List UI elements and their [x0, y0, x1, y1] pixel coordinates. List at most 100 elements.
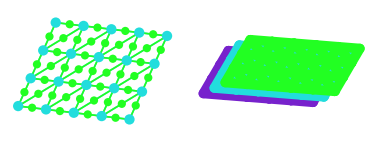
Point [329, 81, 335, 84]
Point [220, 73, 226, 75]
Point [288, 87, 294, 89]
Point [228, 58, 234, 61]
Point [261, 67, 267, 70]
Point [88, 40, 94, 43]
Point [269, 40, 275, 43]
Point [255, 90, 261, 93]
Point [77, 98, 83, 100]
Point [313, 44, 319, 46]
Point [113, 117, 119, 119]
Point [272, 62, 278, 64]
Point [29, 107, 35, 109]
Point [28, 77, 34, 79]
Point [261, 55, 267, 57]
Point [291, 42, 297, 44]
Point [124, 59, 130, 62]
Point [250, 60, 256, 62]
Point [302, 49, 308, 52]
Point [338, 67, 344, 69]
Point [138, 61, 144, 63]
Point [231, 67, 237, 69]
Point [305, 58, 311, 60]
Point [277, 92, 283, 94]
Point [152, 63, 158, 65]
Point [91, 99, 97, 102]
Point [70, 82, 76, 84]
Point [258, 46, 264, 48]
Point [42, 79, 48, 81]
Point [102, 42, 108, 44]
Point [280, 48, 286, 50]
Point [150, 33, 156, 35]
Point [296, 85, 302, 87]
Point [85, 113, 91, 116]
Point [253, 82, 259, 84]
Point [60, 37, 67, 39]
Point [253, 69, 259, 71]
Point [291, 55, 297, 57]
Point [158, 49, 164, 51]
Point [274, 71, 280, 73]
Point [56, 80, 62, 83]
Point [283, 56, 289, 59]
Point [225, 50, 231, 52]
Point [82, 54, 88, 57]
Point [222, 81, 228, 84]
Point [310, 101, 316, 103]
Point [48, 65, 54, 67]
Point [340, 76, 346, 78]
Point [40, 49, 46, 52]
Point [131, 75, 137, 77]
Point [335, 46, 341, 48]
Point [321, 96, 327, 98]
Point [144, 47, 150, 49]
Point [97, 85, 103, 88]
Point [136, 32, 142, 34]
Point [35, 93, 41, 95]
Point [71, 112, 77, 114]
Point [222, 94, 228, 96]
Point [263, 76, 270, 78]
Point [349, 62, 355, 64]
Point [110, 58, 116, 60]
Point [118, 73, 124, 76]
Point [335, 58, 341, 61]
Point [288, 99, 294, 102]
Point [145, 77, 151, 79]
Point [139, 90, 145, 93]
Point [296, 72, 302, 75]
Point [236, 44, 242, 46]
Point [67, 23, 73, 25]
Point [217, 64, 223, 66]
Point [244, 83, 250, 85]
Point [209, 78, 215, 80]
Point [22, 91, 28, 93]
Point [299, 94, 305, 96]
Point [116, 44, 122, 46]
Point [63, 96, 69, 98]
Point [313, 57, 319, 59]
Point [81, 25, 87, 27]
Point [76, 68, 82, 70]
Point [125, 89, 131, 91]
Point [164, 35, 170, 37]
Point [127, 118, 133, 121]
Point [200, 92, 206, 95]
Point [49, 94, 55, 97]
Point [34, 63, 40, 65]
Point [111, 87, 117, 89]
Point [62, 66, 68, 69]
Point [83, 84, 89, 86]
Point [239, 53, 245, 55]
Point [316, 65, 322, 68]
Point [68, 53, 74, 55]
Point [244, 96, 250, 98]
Point [211, 87, 217, 89]
Point [327, 73, 333, 75]
Point [242, 74, 248, 77]
Point [307, 80, 313, 82]
Point [266, 85, 272, 87]
Point [318, 74, 324, 76]
Point [94, 26, 101, 29]
Point [310, 88, 316, 91]
